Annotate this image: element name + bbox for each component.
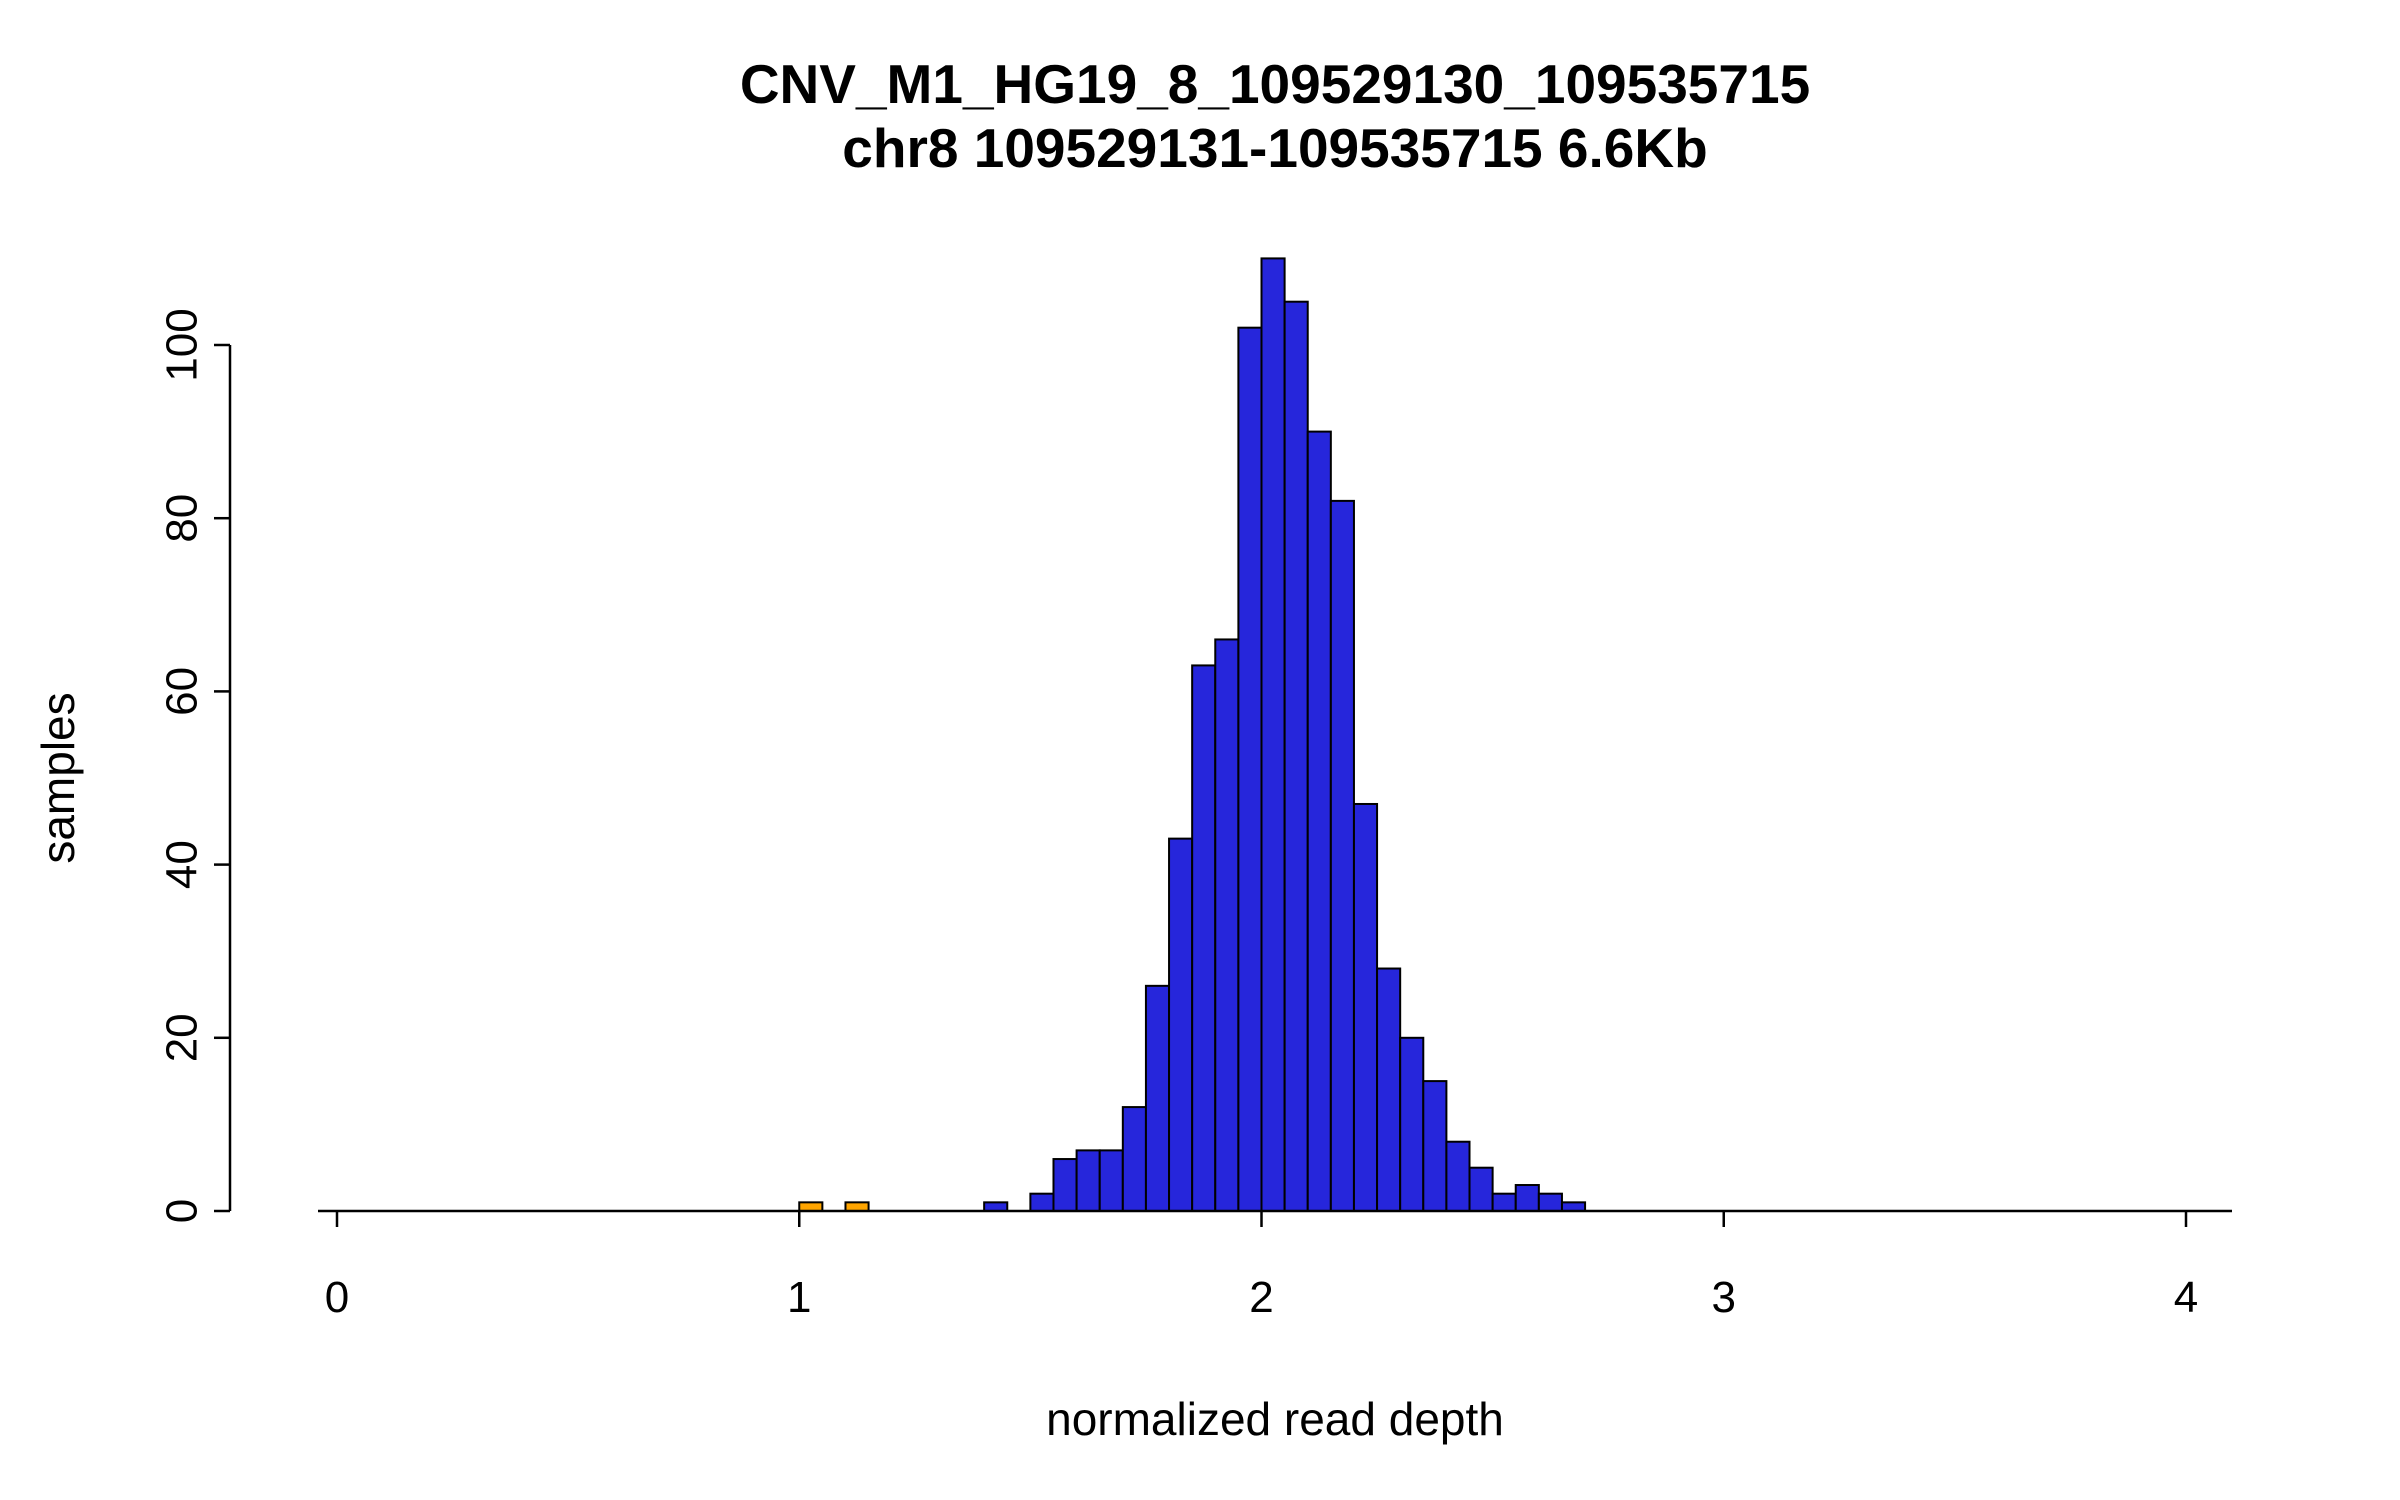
histogram-bar <box>1052 1158 1078 1213</box>
histogram-bar <box>1260 257 1286 1212</box>
histogram-bar <box>1168 837 1194 1212</box>
x-tick-label: 2 <box>1249 1273 1273 1322</box>
histogram-bar-outlier <box>798 1201 824 1212</box>
histogram-bar <box>1445 1140 1471 1212</box>
y-tick-label: 20 <box>158 1013 207 1062</box>
chart-title: CNV_M1_HG19_8_109529130_109535715 <box>739 53 1811 115</box>
histogram-bar <box>1075 1149 1101 1213</box>
y-tick-label: 100 <box>158 308 207 381</box>
histogram-bar <box>1560 1201 1587 1212</box>
histogram-bar <box>1237 326 1263 1212</box>
histogram-bar <box>1306 430 1332 1213</box>
histogram-bar <box>1491 1192 1517 1213</box>
y-tick-label: 80 <box>158 494 207 543</box>
histogram-bar <box>1352 802 1379 1212</box>
chart-subtitle: chr8 109529131-109535715 6.6Kb <box>842 117 1708 179</box>
x-tick-label: 1 <box>787 1273 811 1322</box>
histogram-bar <box>983 1201 1009 1212</box>
histogram-bar <box>1029 1192 1055 1213</box>
x-axis-title: normalized read depth <box>1046 1393 1504 1445</box>
histogram-bar <box>1283 300 1309 1212</box>
y-tick-label: 0 <box>158 1199 207 1223</box>
x-tick-label: 3 <box>1712 1273 1736 1322</box>
histogram-bar-outlier <box>844 1201 870 1212</box>
histogram-bar <box>1121 1106 1147 1212</box>
y-tick-label: 60 <box>158 667 207 716</box>
histogram-bar <box>1422 1080 1448 1212</box>
histogram-bar <box>1537 1192 1563 1213</box>
y-axis-title: samples <box>32 692 84 864</box>
histogram-bar <box>1399 1036 1425 1213</box>
histogram-bar <box>1376 967 1402 1213</box>
chart-title-block: CNV_M1_HG19_8_109529130_109535715 chr8 1… <box>318 52 2232 180</box>
histogram-bar <box>1468 1166 1494 1212</box>
histogram-bar <box>1191 664 1217 1212</box>
histogram-bar <box>1144 984 1171 1213</box>
histogram-bar <box>1098 1149 1124 1213</box>
x-tick-label: 4 <box>2174 1273 2198 1322</box>
histogram-bar <box>1214 638 1240 1212</box>
y-tick-label: 40 <box>158 840 207 889</box>
histogram-bar <box>1514 1184 1540 1213</box>
histogram-bar <box>1329 499 1355 1212</box>
x-tick-label: 0 <box>325 1273 349 1322</box>
